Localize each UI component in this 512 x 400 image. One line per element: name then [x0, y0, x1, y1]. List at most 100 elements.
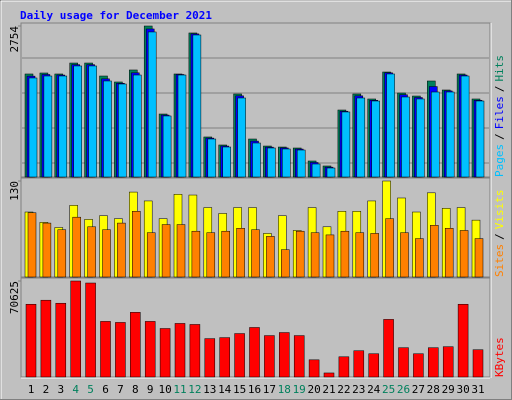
x-tick-label: 10 — [158, 383, 171, 396]
bar — [442, 346, 454, 378]
bar — [413, 353, 424, 378]
bar — [25, 303, 37, 378]
x-tick-label: 23 — [352, 383, 365, 396]
bar — [368, 353, 379, 378]
bar — [311, 163, 321, 178]
bar — [27, 212, 37, 278]
x-tick-label: 18 — [278, 383, 291, 396]
legend-entry: Pages — [493, 144, 506, 177]
y-tick-label: 2754 — [8, 26, 21, 53]
bar — [370, 233, 379, 278]
bar — [428, 347, 439, 378]
x-tick-label: 5 — [87, 383, 94, 396]
bar — [43, 75, 53, 178]
bar — [55, 302, 67, 378]
bar — [118, 83, 127, 178]
x-tick-label: 29 — [442, 383, 455, 396]
x-tick-label: 1 — [28, 383, 35, 396]
legend-separator: / — [493, 133, 506, 140]
bar — [207, 138, 217, 178]
bar — [474, 238, 484, 278]
bar — [219, 337, 230, 378]
bar — [249, 327, 260, 378]
bar — [416, 98, 425, 178]
x-tick-label: 26 — [397, 383, 410, 396]
bar — [401, 96, 410, 178]
bar — [72, 216, 81, 278]
x-tick-label: 14 — [218, 383, 232, 396]
bar — [279, 332, 290, 378]
bar — [475, 100, 485, 178]
x-tick-label: 8 — [132, 383, 139, 396]
bar — [326, 167, 336, 178]
bar — [162, 115, 172, 178]
bar — [431, 91, 440, 178]
legend-entry: Sites — [493, 244, 506, 277]
bar — [323, 372, 335, 378]
bar — [459, 230, 469, 278]
bar — [73, 65, 82, 178]
bar — [88, 65, 97, 178]
bar — [159, 328, 171, 378]
bar — [58, 75, 68, 178]
legend: Sites / Visits — [493, 190, 506, 278]
x-tick-label: 20 — [307, 383, 320, 396]
bar — [445, 91, 455, 178]
bar — [100, 321, 111, 378]
bar — [147, 31, 157, 178]
bar — [371, 100, 380, 178]
bar — [161, 224, 171, 278]
bar — [174, 323, 186, 378]
bar — [130, 312, 141, 378]
x-tick-label: 7 — [117, 383, 124, 396]
bar — [103, 80, 112, 178]
bar — [191, 230, 201, 278]
x-tick-label: 19 — [293, 383, 306, 396]
bar — [472, 349, 484, 378]
bar — [341, 111, 351, 178]
bar — [204, 338, 216, 378]
x-tick-label: 22 — [337, 383, 350, 396]
bar — [281, 249, 290, 278]
bar — [295, 230, 305, 278]
bar — [338, 356, 350, 378]
bar — [40, 299, 52, 378]
legend-separator: / — [493, 86, 506, 93]
x-tick-label: 9 — [147, 383, 154, 396]
bar — [325, 234, 335, 278]
x-tick-label: 27 — [412, 383, 425, 396]
x-tick-label: 11 — [173, 383, 186, 396]
bar — [444, 228, 454, 278]
bar — [42, 222, 52, 278]
bar — [177, 74, 187, 178]
bar — [144, 321, 156, 378]
bar — [237, 97, 246, 178]
legend: Pages / Files / Hits — [493, 55, 506, 177]
y-tick-label: 130 — [8, 181, 21, 201]
bar — [85, 282, 96, 378]
bar — [132, 211, 141, 278]
bar — [189, 324, 201, 378]
bar — [356, 97, 366, 178]
bar — [28, 77, 38, 178]
bar — [415, 238, 424, 278]
x-tick-label: 12 — [188, 383, 201, 396]
legend-entry: KBytes — [493, 337, 506, 377]
bar — [353, 350, 365, 378]
x-tick-label: 16 — [248, 383, 261, 396]
legend: KBytes — [493, 337, 506, 377]
x-tick-label: 24 — [367, 383, 381, 396]
bar — [234, 333, 245, 378]
bar — [192, 34, 202, 178]
y-tick-label: 70625 — [8, 281, 21, 314]
bar — [310, 232, 320, 278]
bar — [115, 322, 126, 378]
legend-entry: Files — [493, 96, 506, 129]
x-tick-label: 6 — [102, 383, 109, 396]
bar — [251, 229, 260, 278]
bar — [308, 359, 320, 378]
bar — [457, 303, 469, 378]
bar — [252, 142, 261, 178]
bar — [386, 73, 395, 178]
